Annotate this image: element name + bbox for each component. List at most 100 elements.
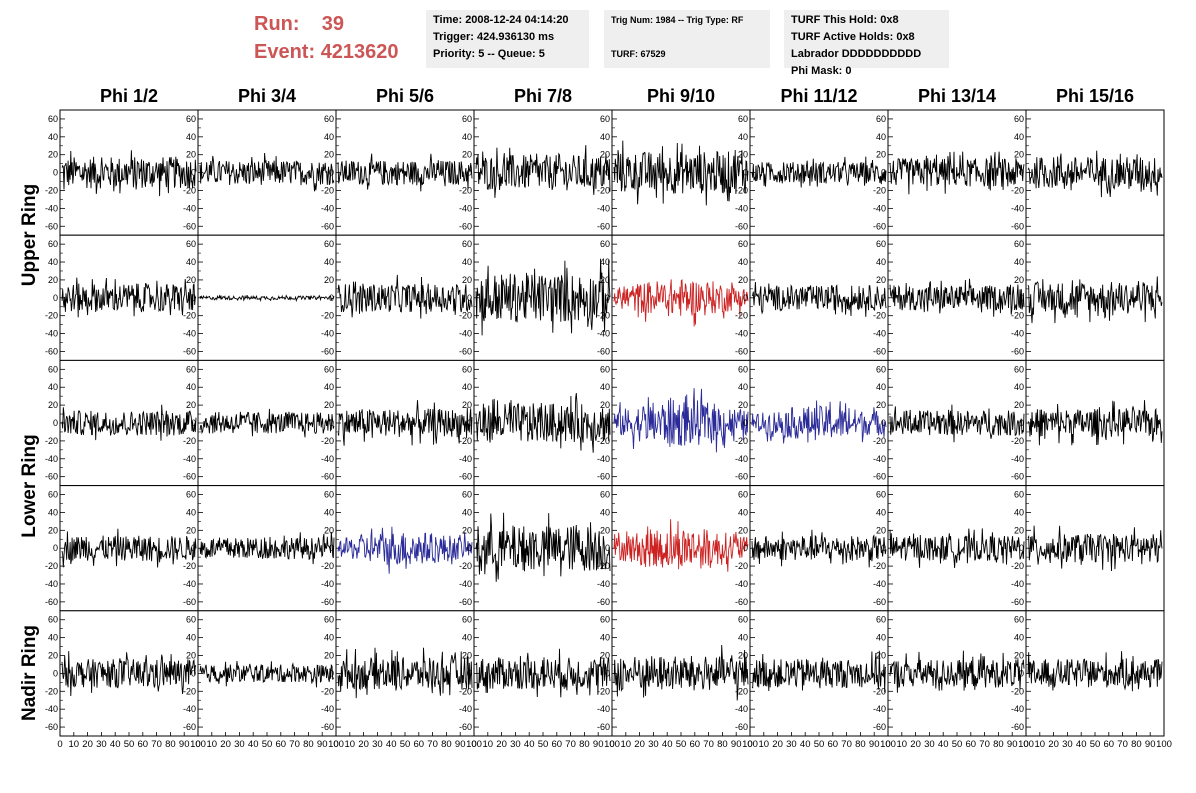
y-tick-label: 60 [600,239,610,249]
x-tick-label: 10 [69,739,80,750]
y-tick-label: -20 [735,686,748,696]
y-tick-label: -20 [735,185,748,195]
y-tick-label: -20 [1011,561,1024,571]
y-tick-label: -40 [873,329,886,339]
y-tick-label: -60 [183,597,196,607]
y-tick-label: 0 [467,543,472,553]
y-tick-label: -20 [597,185,610,195]
x-tick-label: 50 [124,739,135,750]
y-tick-label: -40 [597,203,610,213]
y-tick-label: 60 [600,490,610,500]
y-tick-label: -60 [735,722,748,732]
y-tick-label: 40 [876,132,886,142]
y-tick-label: 60 [48,615,58,625]
y-tick-label: 60 [1014,239,1024,249]
x-tick-label: 0 [333,739,338,750]
y-tick-label: -60 [597,346,610,356]
x-tick-label: 50 [952,739,963,750]
x-tick-label: 40 [1076,739,1087,750]
y-tick-label: 40 [876,633,886,643]
x-tick-label: 90 [455,739,466,750]
x-tick-label: 10 [897,739,908,750]
y-tick-label: 20 [600,651,610,661]
x-tick-label: 50 [1090,739,1101,750]
x-tick-label: 50 [814,739,825,750]
y-tick-label: -60 [459,221,472,231]
y-tick-label: -20 [459,436,472,446]
panel-frame-r1-c8 [1026,110,1164,235]
y-tick-label: 60 [324,114,334,124]
x-tick-label: 40 [662,739,673,750]
y-tick-label: -20 [735,436,748,446]
y-tick-label: 0 [329,543,334,553]
y-tick-label: -40 [321,704,334,714]
x-tick-label: 90 [1007,739,1018,750]
y-tick-label: -20 [597,686,610,696]
y-tick-label: -20 [873,311,886,321]
y-tick-label: 20 [186,525,196,535]
y-tick-label: 20 [48,150,58,160]
y-tick-label: 20 [186,400,196,410]
y-tick-label: 40 [462,507,472,517]
y-tick-label: -40 [735,579,748,589]
y-tick-label: 20 [324,150,334,160]
x-tick-label: 0 [471,739,476,750]
y-tick-label: 40 [462,633,472,643]
y-tick-label: 0 [605,418,610,428]
x-tick-label: 30 [96,739,107,750]
y-tick-label: 60 [462,615,472,625]
y-tick-label: -40 [183,454,196,464]
y-tick-label: 0 [881,168,886,178]
y-tick-label: 60 [876,239,886,249]
x-tick-label: 60 [414,739,425,750]
y-tick-label: 40 [1014,633,1024,643]
x-tick-label: 70 [703,739,714,750]
y-tick-label: 40 [324,382,334,392]
x-tick-label: 30 [924,739,935,750]
y-tick-label: -60 [735,221,748,231]
y-tick-label: 0 [881,668,886,678]
x-tick-label: 30 [648,739,659,750]
y-tick-label: -40 [873,454,886,464]
y-tick-label: 20 [600,150,610,160]
x-tick-label: 70 [427,739,438,750]
y-tick-label: 60 [324,490,334,500]
y-tick-label: 0 [743,293,748,303]
y-tick-label: 0 [191,543,196,553]
y-tick-label: -20 [321,561,334,571]
y-tick-label: -60 [459,597,472,607]
y-tick-label: 0 [191,668,196,678]
y-tick-label: 40 [600,507,610,517]
y-tick-label: -20 [45,686,58,696]
y-tick-label: 60 [462,239,472,249]
y-tick-label: -40 [321,329,334,339]
x-tick-label: 80 [993,739,1004,750]
x-tick-label: 90 [593,739,604,750]
y-tick-label: -20 [597,561,610,571]
y-tick-label: -20 [735,561,748,571]
y-tick-label: 40 [48,633,58,643]
y-tick-label: 0 [743,668,748,678]
y-tick-label: -60 [873,597,886,607]
y-tick-label: -60 [183,722,196,732]
y-tick-label: 40 [462,382,472,392]
x-tick-label: 60 [966,739,977,750]
x-tick-label: 90 [731,739,742,750]
x-tick-label: 100 [1156,739,1172,750]
y-tick-label: -20 [183,185,196,195]
x-tick-label: 60 [828,739,839,750]
y-tick-label: 20 [1014,275,1024,285]
y-tick-label: 20 [876,400,886,410]
y-tick-label: 60 [48,239,58,249]
y-tick-label: -60 [183,346,196,356]
y-tick-label: -20 [183,311,196,321]
y-tick-label: -40 [597,704,610,714]
y-tick-label: -20 [321,436,334,446]
y-tick-label: -60 [1011,221,1024,231]
x-tick-label: 80 [717,739,728,750]
x-tick-label: 70 [979,739,990,750]
y-tick-label: 60 [600,114,610,124]
x-tick-label: 70 [151,739,162,750]
y-tick-label: -40 [735,704,748,714]
x-tick-label: 30 [234,739,245,750]
